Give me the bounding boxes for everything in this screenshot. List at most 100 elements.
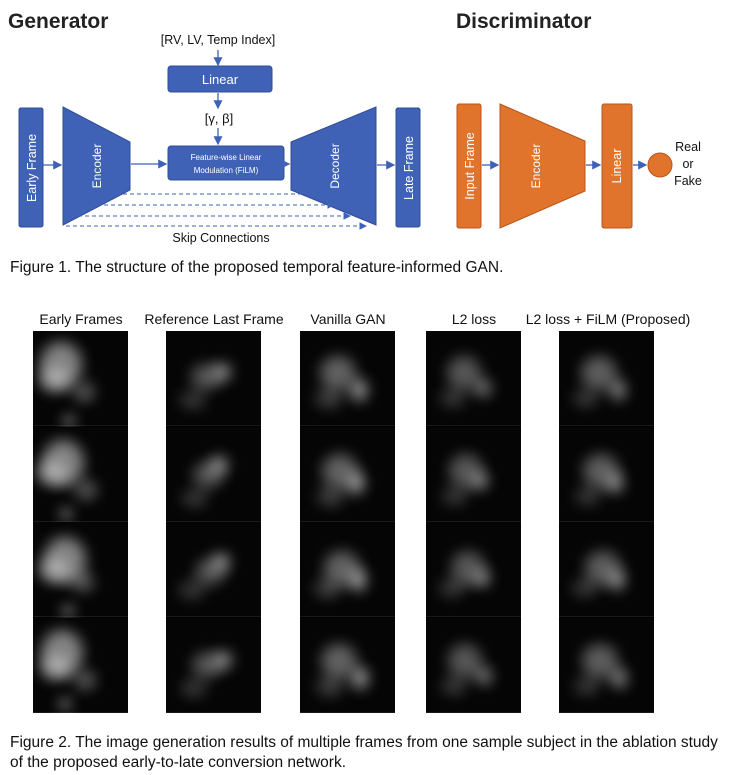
discriminator-title: Discriminator	[456, 10, 591, 33]
scan-intensity-blob	[210, 455, 228, 474]
disc-linear-block	[601, 103, 633, 229]
scan-intensity-blob	[74, 669, 96, 690]
film-label-line1: Feature-wise Linear	[191, 153, 262, 162]
scan-intensity-blob	[574, 676, 600, 695]
scan-intensity-blob	[213, 363, 231, 381]
scan-intensity-blob	[610, 380, 626, 400]
scan-intensity-blob	[60, 698, 70, 709]
scan-image-tile	[166, 426, 261, 522]
scan-intensity-blob	[572, 579, 598, 597]
scan-image-tile	[559, 617, 654, 713]
scan-intensity-blob	[38, 558, 68, 582]
scan-intensity-blob	[61, 508, 71, 519]
scan-image-tile	[300, 522, 395, 617]
scan-intensity-blob	[181, 678, 207, 697]
late-frame-block	[395, 107, 421, 228]
scan-image-tile	[166, 617, 261, 713]
linear-label: Linear	[202, 72, 239, 87]
disc-encoder-block	[499, 103, 586, 229]
scan-image-tile	[33, 331, 128, 426]
scan-intensity-blob	[474, 569, 490, 587]
early-frame-block	[18, 107, 44, 228]
scan-intensity-blob	[315, 388, 343, 408]
scan-intensity-blob	[41, 629, 83, 676]
encoder-block	[62, 106, 131, 226]
scan-intensity-blob	[320, 356, 356, 390]
scan-intensity-blob	[39, 368, 69, 392]
film-label-line2: Modulation (FiLM)	[194, 166, 259, 175]
scan-intensity-blob	[609, 570, 625, 590]
col-header-l2-loss: L2 loss	[451, 311, 497, 327]
output-label-fake: Fake	[674, 174, 702, 188]
scan-image-tile	[166, 331, 261, 426]
col-header-early-frames: Early Frames	[39, 311, 123, 327]
linear-block	[167, 65, 273, 93]
image-column-l2-loss	[426, 331, 521, 713]
scan-image-tile	[426, 426, 521, 522]
scan-image-tile	[559, 331, 654, 426]
late-frame-label: Late Frame	[402, 136, 416, 200]
output-label-or: or	[682, 157, 693, 171]
col-header-vanilla-gan: Vanilla GAN	[310, 311, 386, 327]
scan-intensity-blob	[442, 486, 468, 505]
figure2-caption: Figure 2. The image generation results o…	[10, 734, 718, 771]
scan-intensity-blob	[316, 675, 344, 696]
col-header-proposed: L2 loss + FiLM (Proposed)	[525, 311, 691, 327]
scan-intensity-blob	[180, 391, 206, 409]
scan-intensity-blob	[352, 666, 368, 689]
image-column-vanilla-gan	[300, 331, 395, 713]
condition-input-label: [RV, LV, Temp Index]	[161, 33, 275, 47]
col-header-reference: Reference Last Frame	[144, 311, 284, 327]
scan-image-tile	[559, 426, 654, 522]
encoder-label: Encoder	[90, 144, 104, 189]
scan-intensity-blob	[75, 479, 97, 500]
scan-image-tile	[426, 331, 521, 426]
decoder-label: Decoder	[328, 143, 342, 188]
scan-image-tile	[166, 522, 261, 617]
architecture-diagram: Generator Discriminator [RV, LV, Temp In…	[8, 10, 702, 245]
early-frame-label: Early Frame	[25, 134, 39, 202]
disc-encoder-label: Encoder	[529, 144, 543, 189]
scan-image-tile	[300, 331, 395, 426]
film-params-label: [γ, β]	[205, 111, 233, 126]
scan-intensity-blob	[607, 472, 623, 493]
scan-image-tile	[33, 522, 128, 617]
skip-connections	[66, 190, 368, 230]
scan-image-tile	[426, 522, 521, 617]
scan-intensity-blob	[351, 379, 367, 401]
scan-image-tile	[426, 617, 521, 713]
scan-intensity-blob	[440, 389, 466, 407]
scan-intensity-blob	[350, 569, 366, 591]
scan-intensity-blob	[472, 471, 488, 490]
scan-intensity-blob	[179, 581, 205, 599]
scan-intensity-blob	[611, 667, 627, 688]
generator-title: Generator	[8, 10, 108, 33]
scan-intensity-blob	[321, 643, 357, 678]
scan-image-tile	[300, 426, 395, 522]
skip-connections-label: Skip Connections	[172, 231, 269, 245]
scan-intensity-blob	[476, 666, 492, 685]
scan-intensity-blob	[317, 485, 345, 506]
scan-intensity-blob	[212, 553, 230, 571]
scan-intensity-blob	[36, 460, 66, 485]
scan-intensity-blob	[44, 537, 86, 583]
scan-intensity-blob	[475, 379, 491, 397]
scan-intensity-blob	[439, 579, 465, 597]
scan-intensity-blob	[63, 606, 73, 616]
disc-input-frame-label: Input Frame	[463, 132, 477, 199]
image-column-reference	[166, 331, 261, 713]
scan-image-tile	[33, 617, 128, 713]
image-column-proposed	[559, 331, 654, 713]
scan-intensity-blob	[214, 650, 232, 669]
scan-image-tile	[33, 426, 128, 522]
scan-intensity-blob	[42, 439, 84, 486]
output-node	[647, 152, 673, 178]
scan-image-tile	[300, 617, 395, 713]
scan-intensity-blob	[441, 676, 467, 695]
figure1-caption: Figure 1. The structure of the proposed …	[10, 259, 504, 276]
scan-image-tile	[559, 522, 654, 617]
scan-intensity-blob	[314, 578, 342, 598]
output-label-real: Real	[675, 140, 701, 154]
scan-intensity-blob	[573, 389, 599, 407]
scan-intensity-blob	[40, 655, 70, 680]
